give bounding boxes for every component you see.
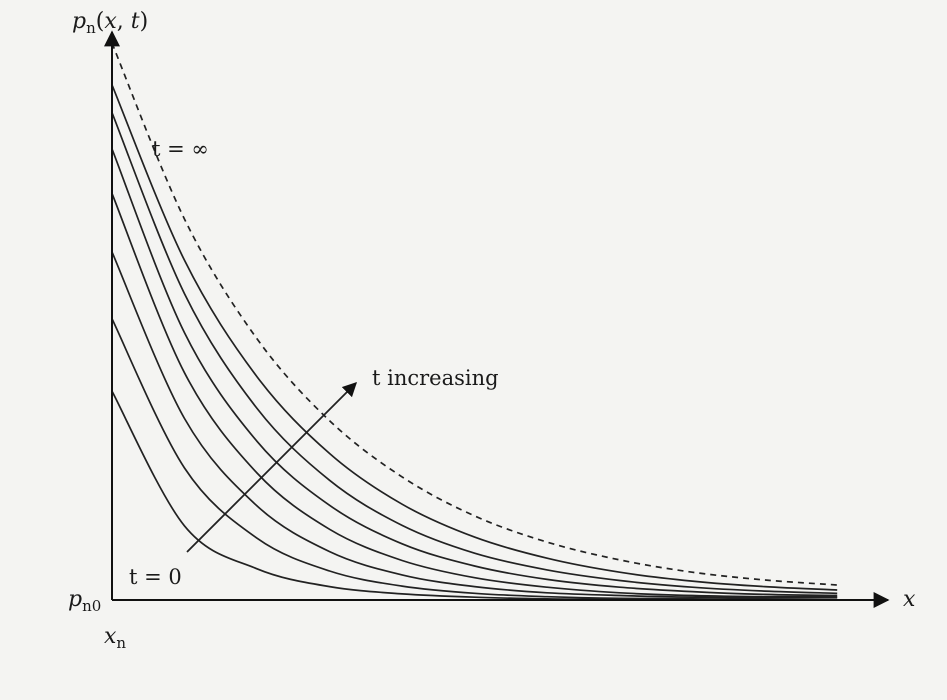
series-line-4 xyxy=(111,193,838,598)
series-line-7 xyxy=(111,84,838,591)
annotation-t-increasing: t increasing xyxy=(372,366,499,390)
x-origin-label: xn xyxy=(104,624,126,652)
series-line-5 xyxy=(111,148,838,597)
series-line-2 xyxy=(111,318,838,601)
annotation-t-zero: t = 0 xyxy=(129,565,182,589)
series-line-6 xyxy=(111,112,838,595)
y-origin-label: pn0 xyxy=(68,587,101,615)
curves-group xyxy=(111,42,838,601)
series-line-3 xyxy=(111,251,838,599)
increase-arrow xyxy=(186,381,358,553)
series-line-t-infinity xyxy=(111,42,838,586)
x-axis-label: x xyxy=(903,587,916,612)
annotation-t-infinity: t = ∞ xyxy=(152,137,209,161)
y-axis-label: pn(x, t) xyxy=(72,9,148,37)
series-line-1 xyxy=(111,390,838,601)
